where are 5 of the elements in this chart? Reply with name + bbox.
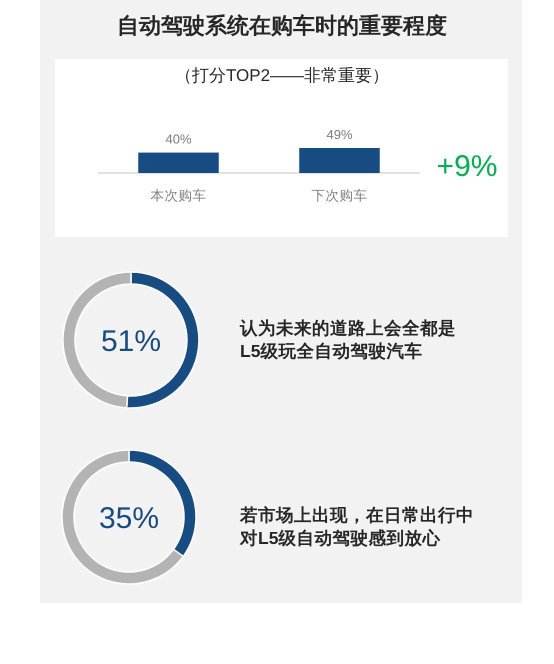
annotation: 认为未来的道路上会全都是L5级玩全自动驾驶汽车	[240, 318, 456, 361]
subtitle: （打分TOP2——非常重要）	[174, 66, 390, 85]
annotation: +9%	[436, 150, 498, 183]
annotation: 若市场上出现，在日常出行中对L5级自动驾驶感到放心	[240, 505, 474, 548]
title: 自动驾驶系统在购车时的重要程度	[117, 13, 447, 38]
